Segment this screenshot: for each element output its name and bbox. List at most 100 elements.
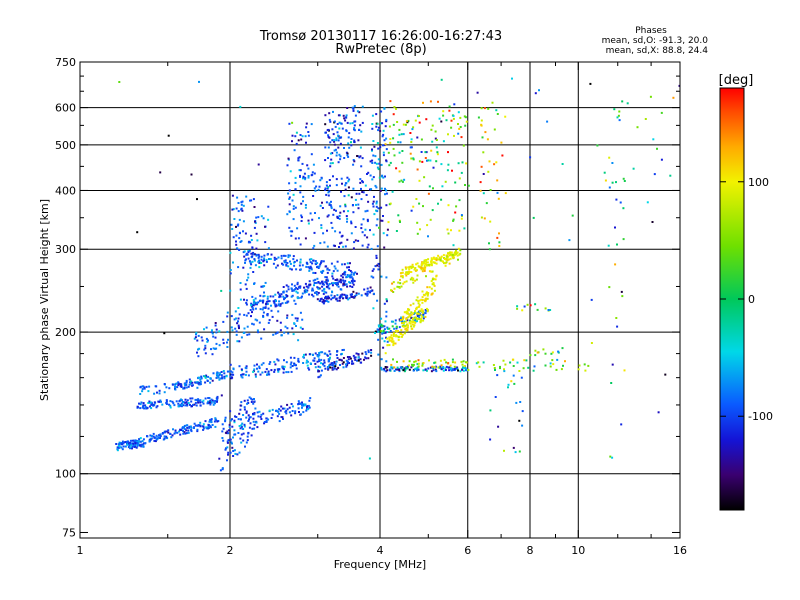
data-point	[426, 297, 429, 300]
data-point	[380, 366, 383, 369]
data-point	[347, 358, 350, 361]
data-point	[399, 272, 402, 275]
data-point	[349, 293, 352, 296]
data-point	[435, 262, 438, 265]
data-point	[344, 279, 347, 282]
data-point	[134, 439, 137, 442]
data-point	[435, 139, 438, 141]
data-point	[391, 338, 394, 341]
data-point	[434, 137, 437, 140]
data-point	[622, 207, 625, 210]
data-point	[304, 282, 307, 285]
data-point	[380, 358, 383, 361]
data-point	[255, 253, 258, 256]
data-point	[451, 361, 454, 364]
data-point	[231, 425, 234, 428]
data-point	[131, 445, 134, 448]
data-point	[480, 165, 483, 168]
data-point	[393, 287, 396, 290]
data-point	[348, 281, 351, 284]
data-point	[283, 298, 285, 301]
data-point	[118, 81, 121, 83]
data-point	[278, 420, 281, 423]
data-point	[167, 134, 170, 137]
data-point	[410, 271, 413, 273]
data-point	[142, 445, 145, 448]
data-point	[409, 319, 411, 322]
data-point	[440, 198, 443, 201]
data-point	[287, 157, 290, 160]
data-point	[348, 269, 351, 271]
data-point	[307, 286, 310, 289]
data-point	[375, 205, 378, 208]
data-point	[314, 189, 317, 192]
data-point	[312, 247, 315, 250]
data-point	[423, 266, 426, 269]
data-point	[267, 307, 270, 310]
data-point	[552, 363, 555, 366]
data-point	[463, 365, 466, 367]
data-point	[230, 315, 233, 318]
data-point	[181, 403, 183, 406]
data-point	[343, 281, 346, 284]
data-point	[182, 401, 184, 404]
data-point	[440, 163, 443, 166]
data-point	[257, 301, 260, 304]
data-point	[171, 434, 174, 437]
data-point	[432, 283, 435, 286]
data-point	[442, 140, 445, 143]
data-point	[372, 307, 375, 310]
data-point	[382, 133, 385, 136]
data-point	[357, 139, 360, 142]
data-point	[382, 176, 385, 179]
data-point	[437, 366, 440, 369]
data-point	[163, 391, 166, 394]
data-point	[453, 365, 456, 368]
data-point	[288, 182, 291, 185]
data-point	[482, 192, 485, 195]
data-point	[208, 397, 211, 399]
data-point	[258, 255, 261, 258]
data-point	[389, 330, 392, 332]
data-point	[227, 338, 229, 341]
data-point	[189, 425, 192, 428]
data-point	[293, 149, 296, 152]
data-point	[301, 135, 304, 138]
data-point	[253, 423, 256, 426]
data-point	[352, 204, 354, 206]
data-point	[377, 129, 380, 132]
data-point	[404, 368, 407, 371]
data-point	[286, 213, 289, 216]
data-point	[340, 241, 343, 244]
data-point	[234, 327, 237, 330]
data-point	[406, 312, 409, 315]
data-point	[401, 325, 404, 328]
data-point	[158, 400, 161, 403]
data-point	[507, 383, 510, 386]
data-point	[242, 230, 244, 233]
data-point	[615, 181, 617, 184]
data-point	[404, 273, 407, 275]
data-point	[257, 216, 260, 219]
data-point	[326, 229, 328, 232]
data-point	[314, 366, 317, 369]
data-point	[455, 249, 457, 252]
data-point	[322, 283, 325, 286]
data-point	[390, 363, 393, 366]
data-point	[335, 368, 338, 371]
data-point	[615, 317, 618, 319]
data-point	[484, 131, 487, 134]
data-point	[501, 154, 504, 157]
data-point	[384, 193, 386, 196]
data-point	[346, 360, 349, 363]
data-point	[479, 189, 482, 192]
data-point	[280, 334, 283, 337]
data-point	[383, 331, 386, 334]
data-point	[254, 318, 257, 321]
data-point	[384, 187, 386, 190]
data-point	[383, 369, 386, 372]
data-point	[301, 292, 304, 295]
data-point	[288, 226, 291, 229]
data-point	[393, 106, 396, 108]
data-point	[286, 314, 289, 317]
